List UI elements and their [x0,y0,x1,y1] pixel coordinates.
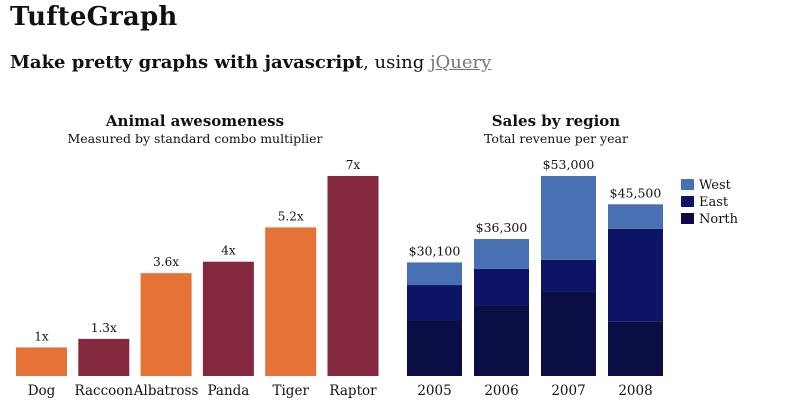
subtitle-text: , using [363,52,430,73]
category-label-2007: 2007 [551,383,585,399]
bar-2005-east [407,285,462,321]
category-label-dog: Dog [28,383,56,399]
bar-tiger [265,227,317,376]
total-label-2006: $36,300 [476,220,528,235]
total-label-2007: $53,000 [543,157,595,172]
sales-chart-title: Sales by region [491,112,621,130]
legend-swatch-west [681,179,694,190]
bar-2007-north [541,291,596,376]
bar-2008-east [608,228,663,322]
legend-swatch-east [681,196,694,207]
sales-chart-subtitle: Total revenue per year [484,131,628,146]
category-label-2008: 2008 [618,383,652,399]
bar-2008-west [608,204,663,229]
bar-2007-west [541,176,596,260]
value-label-albatross: 3.6x [153,255,179,269]
page-subtitle: Make pretty graphs with javascript, usin… [10,52,491,73]
bar-2005-west [407,262,462,286]
value-label-dog: 1x [34,329,49,343]
value-label-tiger: 5.2x [278,209,304,223]
total-label-2008: $45,500 [610,185,662,200]
bar-raptor [327,176,379,376]
animal-chart-title: Animal awesomeness [105,112,285,130]
category-label-panda: Panda [207,383,249,399]
value-label-panda: 4x [221,244,236,258]
legend-swatch-north [681,213,694,224]
animal-chart-subtitle: Measured by standard combo multiplier [67,131,323,146]
bar-albatross [140,273,192,376]
page-title: TufteGraph [10,2,178,32]
bar-dog [16,347,67,376]
value-label-raptor: 7x [346,158,361,172]
jquery-link[interactable]: jQuery [429,52,492,73]
bar-2007-east [541,259,596,292]
bar-2006-east [474,268,529,306]
value-label-raccoon: 1.3x [91,321,117,335]
bar-2006-west [474,239,529,269]
category-label-raptor: Raptor [329,383,377,399]
legend-label-north: North [699,212,739,227]
category-label-tiger: Tiger [272,383,309,399]
category-label-albatross: Albatross [133,383,199,399]
category-label-raccoon: Raccoon [74,383,133,399]
bar-raccoon [78,338,130,376]
bar-panda [202,261,254,376]
legend-label-west: West [699,178,732,193]
bar-2006-north [474,305,529,376]
category-label-2006: 2006 [484,383,518,399]
legend-label-east: East [699,195,729,210]
total-label-2005: $30,100 [409,243,461,258]
bar-2005-north [407,320,462,376]
bar-2008-north [608,321,663,376]
category-label-2005: 2005 [417,383,451,399]
subtitle-bold-text: Make pretty graphs with javascript [10,52,364,73]
